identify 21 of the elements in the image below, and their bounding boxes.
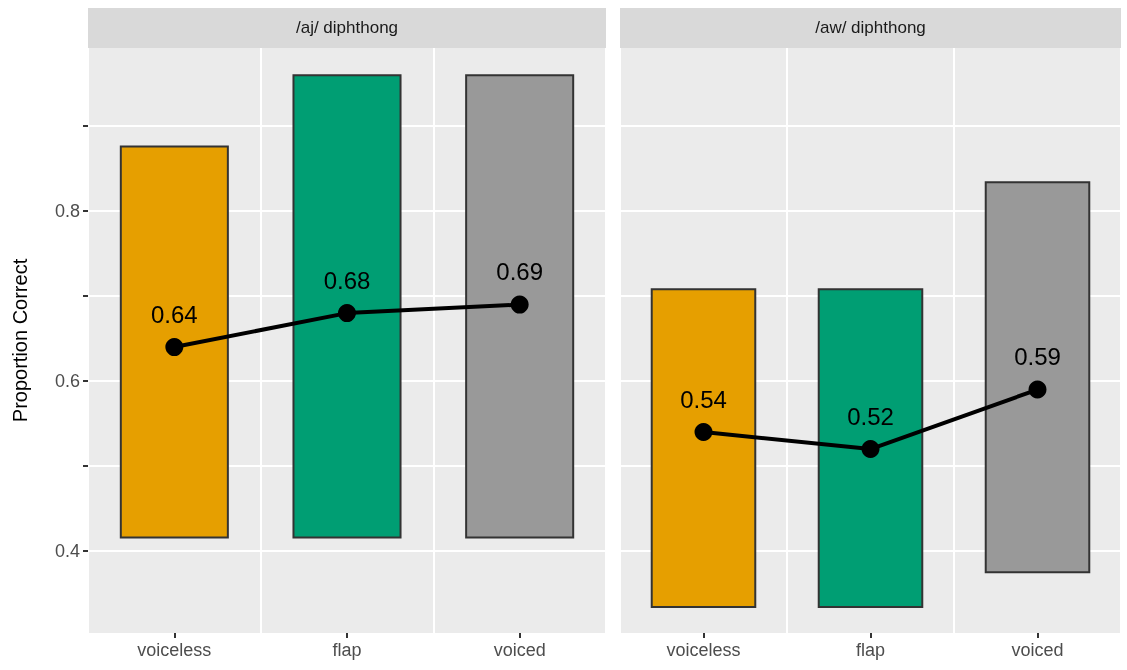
data-label: 0.54: [680, 385, 727, 413]
data-label: 0.69: [496, 258, 544, 286]
point: [510, 295, 529, 314]
x-tick-label: voiced: [493, 640, 546, 660]
point: [338, 304, 356, 323]
x-tick-label: flap: [855, 640, 886, 660]
y-tick-label: 0.8: [54, 201, 80, 222]
x-tick-label: flap: [332, 640, 362, 660]
y-axis-title: Proportion Correct: [9, 258, 31, 423]
data-label: 0.68: [323, 266, 371, 294]
x-tick-label: voiced: [1011, 640, 1064, 660]
data-label: 0.64: [150, 300, 198, 328]
chart-title: /aw/ diphthong: [620, 8, 1121, 48]
x-tick-label: voiceless: [666, 640, 741, 660]
x-tick-label: voiceless: [137, 640, 212, 660]
chart-title: /aj/ diphthong: [88, 8, 606, 48]
data-label: 0.59: [1014, 343, 1061, 371]
y-tick-label: 0.4: [54, 541, 80, 562]
point: [165, 338, 184, 357]
y-tick-label: 0.6: [54, 371, 80, 392]
data-label: 0.52: [847, 402, 894, 430]
